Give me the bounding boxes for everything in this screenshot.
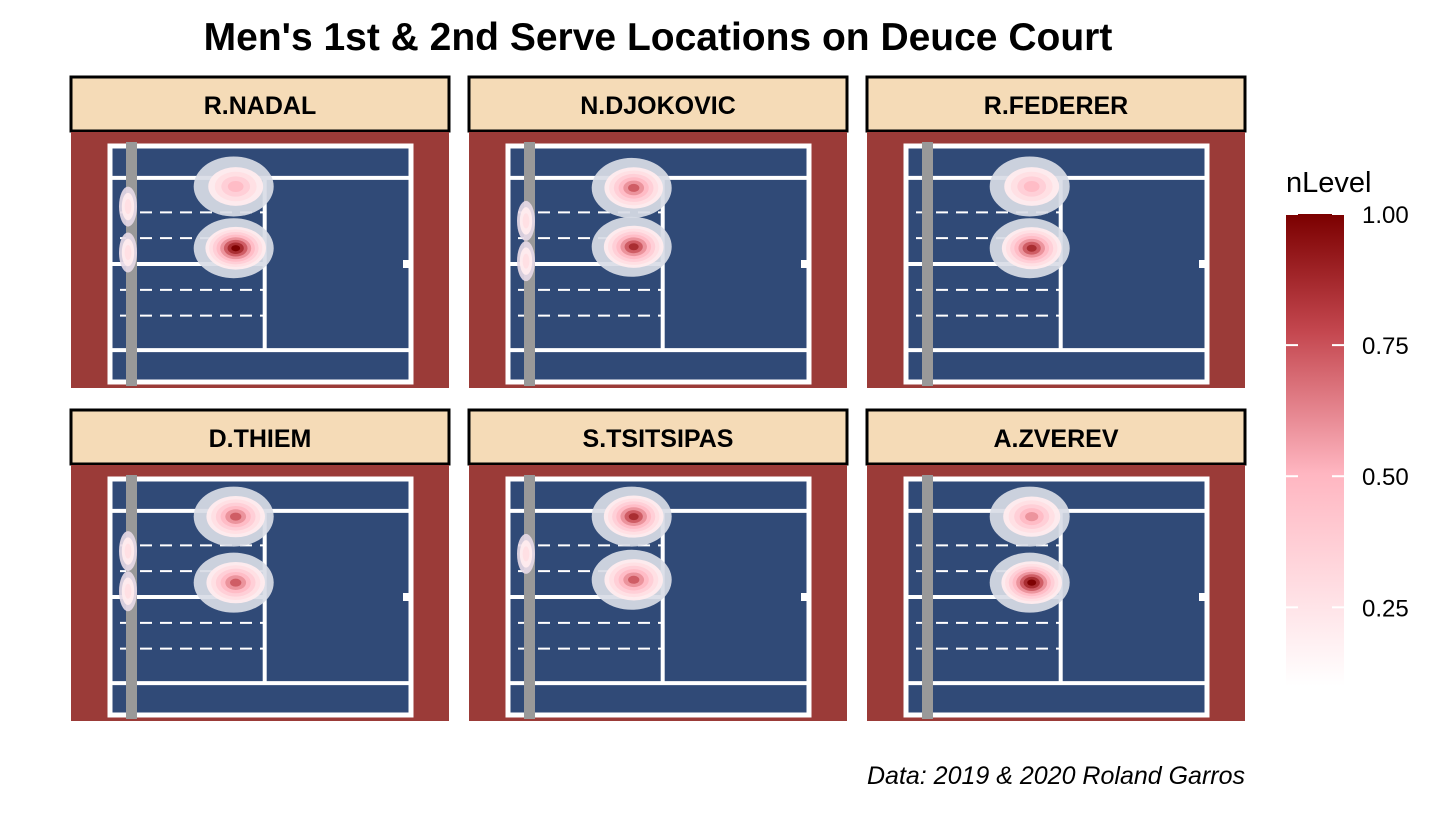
density-contour [1023, 180, 1040, 193]
facet-strip [69, 75, 451, 133]
density-cluster [591, 486, 672, 547]
density-cluster [989, 218, 1070, 279]
facet-label: S.TSITSIPAS [583, 425, 734, 453]
net [922, 142, 933, 386]
facet-strip [865, 408, 1247, 466]
density-cluster [119, 531, 137, 572]
centre-mark [1199, 593, 1207, 601]
density-cluster [517, 533, 535, 574]
density-contour [522, 546, 530, 562]
density-cluster [989, 486, 1070, 547]
facet-label: R.NADAL [204, 92, 317, 120]
density-cluster [193, 486, 274, 547]
legend-colorbar [1286, 214, 1344, 686]
density-contour [628, 243, 639, 251]
facet-strip [865, 75, 1247, 133]
facet-panel: S.TSITSIPAS [467, 408, 849, 721]
density-contour [1027, 579, 1037, 586]
density-contour [1026, 244, 1037, 252]
facet-panel: D.THIEM [69, 408, 451, 721]
density-contour [628, 513, 639, 521]
density-cluster [591, 549, 672, 610]
density-contour [230, 578, 242, 587]
density-contour [124, 543, 132, 559]
centre-mark [403, 593, 411, 601]
density-contour [124, 199, 132, 215]
legend-tick-label: 0.75 [1362, 333, 1409, 360]
density-cluster [517, 200, 535, 241]
facet-panel: N.DJOKOVIC [467, 75, 849, 388]
facet-label: A.ZVEREV [993, 425, 1118, 453]
legend-tick-label: 1.00 [1362, 202, 1409, 229]
density-cluster [517, 241, 535, 282]
facet-strip [467, 408, 849, 466]
density-contour [522, 253, 530, 269]
facet-panel: R.NADAL [69, 75, 451, 388]
density-contour [522, 213, 530, 229]
chart-caption: Data: 2019 & 2020 Roland Garros [867, 762, 1245, 790]
facet-label: N.DJOKOVIC [580, 92, 736, 120]
facet-strip [69, 408, 451, 466]
density-cluster [193, 218, 274, 279]
facet-strip [467, 75, 849, 133]
legend-tick-label: 0.25 [1362, 595, 1409, 622]
facet-label: D.THIEM [209, 425, 312, 453]
centre-mark [801, 260, 809, 268]
net [524, 475, 535, 719]
density-contour [227, 180, 244, 193]
legend-title: nLevel [1286, 167, 1371, 199]
facet-label: R.FEDERER [984, 92, 1128, 120]
chart-title: Men's 1st & 2nd Serve Locations on Deuce… [204, 16, 1113, 59]
density-contour [1025, 511, 1039, 522]
density-cluster [119, 571, 137, 612]
centre-mark [801, 593, 809, 601]
density-cluster [989, 156, 1070, 217]
density-cluster [591, 157, 672, 218]
density-contour [124, 245, 132, 261]
density-cluster [119, 186, 137, 227]
density-cluster [591, 216, 672, 277]
density-contour [124, 583, 132, 599]
density-contour [230, 512, 242, 521]
facet-panel: R.FEDERER [865, 75, 1247, 388]
density-contour [628, 575, 640, 584]
density-cluster [119, 232, 137, 273]
net [922, 475, 933, 719]
centre-mark [1199, 260, 1207, 268]
density-cluster [989, 552, 1070, 613]
density-contour [628, 183, 640, 192]
density-contour [231, 245, 241, 252]
facet-grid: R.NADAL N.DJOKOVIC R.FEDERER D.THIEM S.TSITS… [69, 75, 1247, 721]
legend-tick-label: 0.50 [1362, 464, 1409, 491]
facet-panel: A.ZVEREV [865, 408, 1247, 721]
density-cluster [193, 552, 274, 613]
legend: nLevel 0.25 0.50 0.75 1.00 [1286, 167, 1409, 686]
density-cluster [193, 156, 274, 217]
centre-mark [403, 260, 411, 268]
